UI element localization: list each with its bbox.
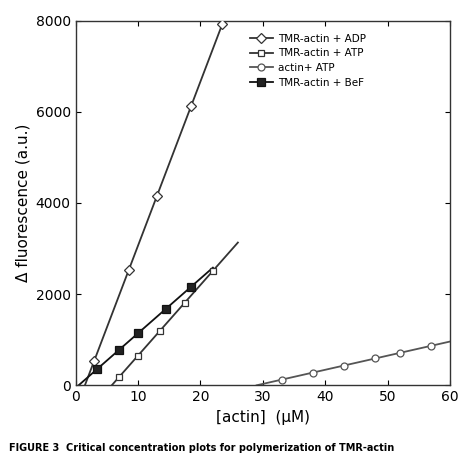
Text: FIGURE 3  Critical concentration plots for polymerization of TMR-actin: FIGURE 3 Critical concentration plots fo… <box>9 443 395 453</box>
Legend: TMR-actin + ADP, TMR-actin + ATP, actin+ ATP, TMR-actin + BeF: TMR-actin + ADP, TMR-actin + ATP, actin+… <box>246 29 370 92</box>
Y-axis label: Δ fluorescence (a.u.): Δ fluorescence (a.u.) <box>15 124 30 282</box>
X-axis label: [actin]  (μM): [actin] (μM) <box>216 409 310 425</box>
